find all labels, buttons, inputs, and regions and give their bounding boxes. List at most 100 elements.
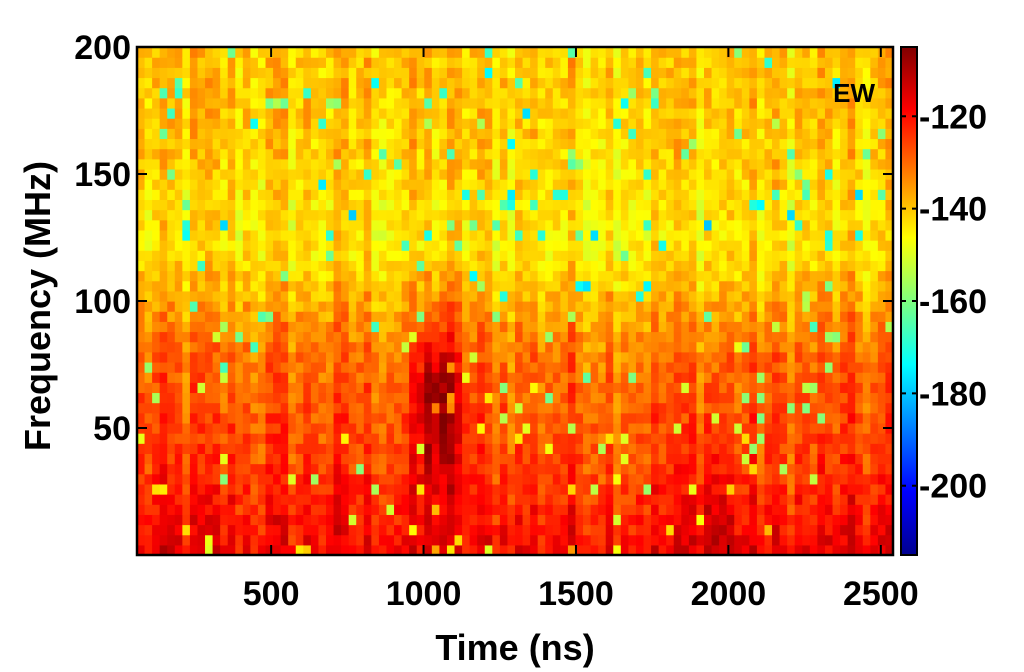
heatmap-cell (741, 290, 750, 302)
heatmap-cell (152, 168, 161, 180)
heatmap-cell (681, 219, 690, 231)
heatmap-cell (144, 87, 153, 99)
heatmap-cell (167, 351, 176, 363)
heatmap-cell (628, 209, 637, 221)
heatmap-cell (462, 260, 471, 272)
heatmap-cell (575, 158, 584, 170)
heatmap-cell (832, 494, 841, 505)
heatmap-cell (530, 270, 539, 282)
heatmap-cell (205, 524, 214, 536)
heatmap-cell (454, 473, 463, 485)
heatmap-cell (167, 250, 176, 261)
heatmap-cell (265, 209, 274, 221)
heatmap-cell (575, 443, 584, 454)
heatmap-cell (719, 250, 728, 261)
heatmap-cell (635, 168, 645, 180)
heatmap-cell (515, 209, 524, 221)
heatmap-cell (885, 270, 894, 282)
heatmap-cell (152, 361, 161, 373)
heatmap-cell (303, 392, 312, 404)
heatmap-cell (137, 443, 146, 454)
heatmap-cell (303, 351, 312, 363)
heatmap-cell (515, 301, 524, 312)
heatmap-cell (303, 443, 312, 454)
heatmap-cell (651, 351, 660, 363)
heatmap-cell (499, 199, 509, 211)
heatmap-cell (613, 67, 622, 79)
heatmap-cell (167, 331, 176, 343)
heatmap-cell (318, 494, 327, 505)
heatmap-cell (273, 483, 282, 495)
heatmap-cell (575, 473, 584, 485)
heatmap-cell (530, 544, 539, 556)
heatmap-cell (515, 453, 524, 465)
heatmap-cell (265, 311, 274, 322)
heatmap-cell (310, 107, 320, 119)
heatmap-cell (552, 361, 561, 373)
heatmap-cell (877, 250, 887, 261)
heatmap-cell (326, 422, 335, 434)
heatmap-cell (378, 270, 388, 282)
heatmap-cell (484, 158, 493, 170)
heatmap-cell (394, 483, 403, 495)
heatmap-cell (469, 148, 478, 160)
heatmap-cell (265, 301, 274, 312)
heatmap-cell (719, 504, 728, 515)
heatmap-cell (840, 229, 849, 241)
heatmap-cell (545, 341, 554, 353)
heatmap-cell (847, 97, 856, 109)
heatmap-cell (303, 372, 312, 383)
heatmap-cell (137, 412, 146, 424)
heatmap-cell (378, 331, 388, 343)
heatmap-cell (567, 433, 577, 444)
heatmap-cell (719, 544, 728, 556)
heatmap-cell (257, 483, 267, 495)
heatmap-cell (749, 443, 758, 454)
heatmap-cell (598, 514, 607, 526)
heatmap-cell (688, 494, 698, 505)
heatmap-cell (749, 453, 758, 465)
heatmap-cell (794, 290, 803, 302)
heatmap-cell (635, 443, 645, 454)
heatmap-cell (802, 544, 811, 556)
heatmap-cell (651, 148, 660, 160)
heatmap-cell (824, 229, 834, 241)
heatmap-cell (704, 544, 713, 556)
heatmap-cell (598, 463, 607, 475)
heatmap-cell (870, 433, 879, 444)
heatmap-cell (250, 341, 259, 353)
heatmap-cell (620, 524, 629, 536)
heatmap-cell (288, 473, 297, 485)
heatmap-cell (439, 514, 448, 526)
heatmap-cell (741, 331, 750, 343)
heatmap-cell (303, 260, 312, 272)
heatmap-cell (726, 341, 735, 353)
heatmap-cell (205, 179, 214, 190)
heatmap-cell (688, 57, 698, 68)
heatmap-cell (469, 483, 478, 495)
heatmap-cell (499, 260, 509, 272)
heatmap-cell (832, 229, 841, 241)
heatmap-cell (522, 250, 531, 261)
heatmap-cell (643, 229, 652, 241)
heatmap-cell (416, 189, 425, 200)
heatmap-cell (197, 189, 206, 200)
heatmap-cell (567, 321, 577, 333)
heatmap-cell (310, 494, 320, 505)
heatmap-cell (673, 301, 682, 312)
heatmap-cell (303, 453, 312, 465)
heatmap-cell (167, 504, 176, 515)
heatmap-cell (507, 199, 516, 211)
heatmap-cell (189, 179, 199, 190)
heatmap-cell (704, 402, 713, 414)
heatmap-cell (749, 118, 758, 129)
heatmap-cell (522, 473, 531, 485)
heatmap-cell (394, 341, 403, 353)
heatmap-cell (280, 270, 289, 282)
heatmap-cell (265, 372, 274, 383)
heatmap-cell (840, 118, 849, 129)
heatmap-cell (227, 97, 236, 109)
heatmap-cell (749, 77, 758, 89)
heatmap-cell (515, 260, 524, 272)
heatmap-cell (855, 402, 864, 414)
